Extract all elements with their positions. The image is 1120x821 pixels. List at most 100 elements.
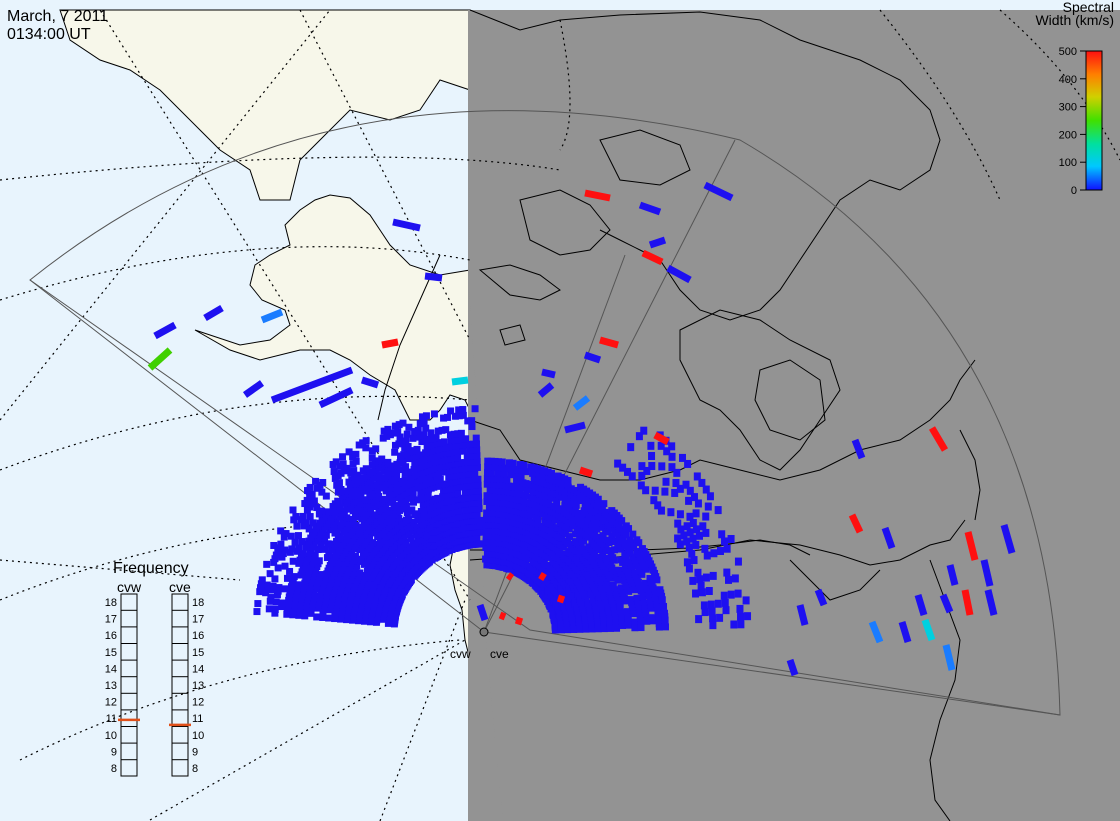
echo-cell [307,609,315,617]
echo-cell [474,481,482,489]
echo-cell [325,551,333,559]
echo-cell [340,595,348,603]
echo-cell [344,554,352,562]
echo-cell [530,488,538,496]
echo-cell [538,571,547,582]
frequency-tick-label: 13 [192,680,204,692]
echo-cell [465,470,473,478]
echo-cell [572,501,580,509]
echo-cell [375,531,383,539]
echo-cell [534,527,542,535]
graticule [0,9,1120,821]
echo-cell [373,613,381,621]
echo-cell [302,602,310,610]
echo-cell [580,537,588,545]
echo-cell [658,596,666,604]
echo-cell [587,591,595,599]
echo-cell [639,593,647,601]
echo-cell [321,545,329,553]
echo-cell [402,463,410,471]
echo-cell [289,506,297,514]
echo-cell [494,521,502,529]
echo-cell [439,493,447,501]
echo-cell [387,484,395,492]
echo-cell [274,564,282,572]
echo-cell [558,534,566,542]
echo-cell [313,613,321,621]
frequency-box-cvw [120,593,138,777]
echo-cell [328,545,336,553]
echo-cell [605,539,613,547]
echo-cell [609,581,617,589]
echo-cell [366,533,374,541]
echo-cell [671,488,679,497]
echo-cell [714,599,722,608]
echo-cell [689,534,697,543]
echo-cell [458,524,466,532]
echo-cell [473,463,481,471]
echo-cell [694,568,702,577]
echo-cell [471,469,479,477]
echo-cell [595,578,603,586]
echo-cell [365,594,373,602]
echo-cell [370,600,378,608]
colorbar-gradient [1085,50,1103,191]
echo-cell [459,447,467,455]
echo-cell [547,469,555,477]
echo-cell [375,477,383,485]
echo-cell [422,424,430,432]
echo-cell [459,406,467,414]
echo-cell [590,549,598,557]
echo-cell [271,575,279,583]
echo-cell [547,513,555,521]
echo-cell [504,488,512,496]
echo-cell [565,525,573,533]
echo-cell [444,510,452,518]
echo-cell [302,519,310,527]
echo-cell [389,497,397,505]
echo-cell [506,529,514,537]
echo-cell [306,584,314,592]
echo-cell [705,587,713,596]
echo-cell [484,532,492,540]
echo-cell [414,426,422,434]
echo-cell [641,249,664,266]
echo-cell [507,471,515,479]
echo-cell [698,588,706,597]
echo-cell [606,624,614,632]
echo-cell [881,526,896,550]
echo-cell [390,429,398,437]
frequency-tick-label: 11 [192,713,203,725]
echo-cell [487,469,495,477]
echo-cell [964,531,979,561]
echo-cell [312,477,320,485]
echo-cell [399,419,407,427]
echo-cell [440,414,448,422]
echo-cell [586,609,594,617]
colorbar-title-line2: Width (km/s) [1035,12,1114,28]
echo-cell [332,458,340,466]
echo-cell [296,605,304,613]
echo-cell [578,466,594,478]
echo-cell [279,550,287,558]
echo-cell [269,582,277,590]
echo-cell [685,496,693,505]
echo-cell [685,564,693,573]
echo-cell [346,596,354,604]
echo-cell [717,546,725,555]
echo-cell [648,451,656,460]
echo-cell [473,511,481,519]
echo-cell [534,520,542,528]
echo-cell [352,450,360,458]
echo-cell [537,382,555,398]
echo-cell [348,492,356,500]
echo-cell [721,537,729,546]
echo-cell [898,620,912,644]
colorbar-tick-label: 300 [1059,102,1077,114]
echo-cell [550,617,558,625]
echo-cell [516,490,524,498]
echo-cell [501,540,509,548]
echo-cell [525,555,533,563]
echo-cell [653,431,670,446]
echo-cell [638,462,646,471]
